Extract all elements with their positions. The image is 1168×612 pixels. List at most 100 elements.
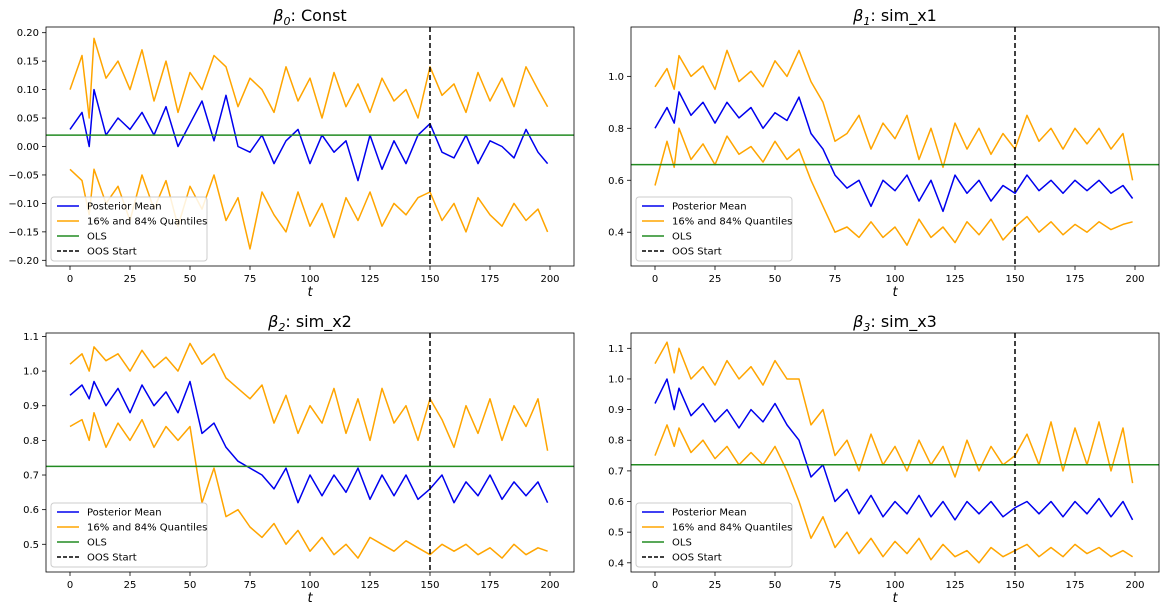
x-tick-label: 175 — [1065, 274, 1084, 285]
legend-ols-label: OLS — [87, 538, 107, 549]
quantile-upper-line — [69, 342, 549, 451]
x-tick-label: 25 — [124, 274, 137, 285]
y-tick-label: 0.7 — [23, 471, 39, 482]
y-tick-label: 0.6 — [23, 505, 39, 516]
y-tick-label: 0.6 — [608, 497, 624, 508]
y-tick-label: 0.8 — [23, 436, 39, 447]
legend-posterior-mean-label: Posterior Mean — [87, 202, 162, 213]
legend: Posterior Mean 16% and 84% Quantiles OLS OO… — [50, 502, 208, 568]
plot-area — [46, 27, 574, 266]
x-tick-label: 75 — [829, 274, 842, 285]
x-axis-label: t — [307, 591, 313, 606]
title-name: : Const — [291, 6, 347, 25]
x-tick-label: 150 — [420, 274, 439, 285]
y-tick-label: 0.9 — [608, 405, 624, 416]
posterior-mean-line — [654, 378, 1134, 521]
x-tick-label: 150 — [1005, 580, 1024, 591]
quantile-upper-line — [69, 37, 549, 119]
posterior-mean-line — [654, 91, 1134, 213]
panel-1: β1: sim_x1 0 25 50 75 100 125 150 175 200 0.4 0.6 0.… — [608, 6, 1160, 300]
title-name: : sim_x2 — [285, 312, 352, 332]
x-tick-label: 0 — [67, 580, 73, 591]
x-tick-label: 75 — [829, 580, 842, 591]
axes-frame — [630, 26, 1160, 267]
title-symbol: β — [852, 312, 863, 331]
plot-area — [46, 333, 574, 572]
legend-quantiles-label: 16% and 84% Quantiles — [87, 217, 207, 228]
plot-area — [631, 333, 1159, 572]
legend-posterior-mean-label: Posterior Mean — [672, 202, 747, 213]
y-tick-label: 0.15 — [17, 57, 39, 68]
quantile-lower-line — [69, 168, 549, 250]
chart-title: β1: sim_x1 — [852, 6, 937, 28]
y-tick-label: 1.0 — [23, 367, 39, 378]
y-tick-label: 0.05 — [17, 114, 39, 125]
title-symbol: β — [272, 6, 283, 25]
x-tick-label: 25 — [709, 274, 722, 285]
y-tick-label: −0.10 — [8, 199, 39, 210]
x-axis-label: t — [892, 285, 898, 300]
x-tick-label: 125 — [360, 274, 379, 285]
title-name: : sim_x1 — [870, 6, 937, 26]
legend-box — [50, 502, 208, 568]
x-tick-label: 100 — [300, 274, 319, 285]
x-tick-label: 100 — [885, 580, 904, 591]
legend-posterior-mean-label: Posterior Mean — [87, 508, 162, 519]
legend-posterior-mean-label: Posterior Mean — [672, 508, 747, 519]
x-tick-label: 200 — [1125, 274, 1144, 285]
y-tick-label: 1.0 — [608, 374, 624, 385]
y-tick-label: 0.00 — [17, 142, 39, 153]
x-tick-label: 25 — [124, 580, 137, 591]
legend-ols-label: OLS — [672, 538, 692, 549]
y-tick-label: 0.20 — [17, 28, 39, 39]
y-tick-label: 0.4 — [608, 558, 624, 569]
legend-box — [635, 502, 793, 568]
legend-quantiles-label: 16% and 84% Quantiles — [672, 523, 792, 534]
axes-frame — [45, 26, 575, 267]
x-tick-label: 175 — [480, 580, 499, 591]
y-tick-label: 1.1 — [608, 344, 624, 355]
x-tick-label: 100 — [885, 274, 904, 285]
x-tick-label: 125 — [945, 580, 964, 591]
x-tick-label: 25 — [709, 580, 722, 591]
quantile-upper-line — [654, 341, 1134, 484]
y-tick-label: 0.6 — [608, 176, 624, 187]
x-tick-label: 75 — [244, 580, 257, 591]
x-tick-label: 175 — [480, 274, 499, 285]
legend-oos-start-label: OOS Start — [87, 553, 137, 564]
posterior-mean-line — [69, 380, 549, 504]
y-tick-label: −0.20 — [8, 256, 39, 267]
legend-ols-label: OLS — [87, 232, 107, 243]
panel-2: β2: sim_x2 0 25 50 75 100 125 150 175 200 0.5 0.6 0.… — [23, 312, 575, 606]
y-tick-label: 1.1 — [23, 332, 39, 343]
legend-ols-label: OLS — [672, 232, 692, 243]
quantile-lower-line — [654, 127, 1133, 246]
legend: Posterior Mean 16% and 84% Quantiles OLS OO… — [635, 502, 793, 568]
y-tick-label: −0.05 — [8, 170, 39, 181]
title-subscript: 1 — [863, 15, 870, 28]
title-symbol: β — [267, 312, 278, 331]
plot-area — [631, 27, 1159, 266]
y-tick-label: −0.15 — [8, 227, 39, 238]
legend: Posterior Mean 16% and 84% Quantiles OLS OO… — [50, 196, 208, 262]
x-tick-label: 0 — [67, 274, 73, 285]
y-tick-label: 0.4 — [608, 228, 624, 239]
x-tick-label: 0 — [652, 274, 658, 285]
title-subscript: 2 — [278, 321, 285, 334]
quantile-lower-line — [69, 411, 548, 559]
x-tick-label: 200 — [540, 274, 559, 285]
panel-3: β3: sim_x3 0 25 50 75 100 125 150 175 200 0.4 0.5 0.… — [608, 312, 1160, 606]
x-tick-label: 125 — [945, 274, 964, 285]
y-tick-label: 0.5 — [23, 540, 39, 551]
y-tick-label: 0.10 — [17, 85, 39, 96]
x-tick-label: 50 — [769, 274, 782, 285]
x-tick-label: 200 — [540, 580, 559, 591]
y-tick-label: 0.7 — [608, 466, 624, 477]
legend-quantiles-label: 16% and 84% Quantiles — [672, 217, 792, 228]
title-symbol: β — [852, 6, 863, 25]
x-tick-label: 75 — [244, 274, 257, 285]
quantile-upper-line — [654, 49, 1134, 181]
x-tick-label: 100 — [300, 580, 319, 591]
y-tick-label: 1.0 — [608, 72, 624, 83]
posterior-mean-line — [69, 88, 549, 182]
